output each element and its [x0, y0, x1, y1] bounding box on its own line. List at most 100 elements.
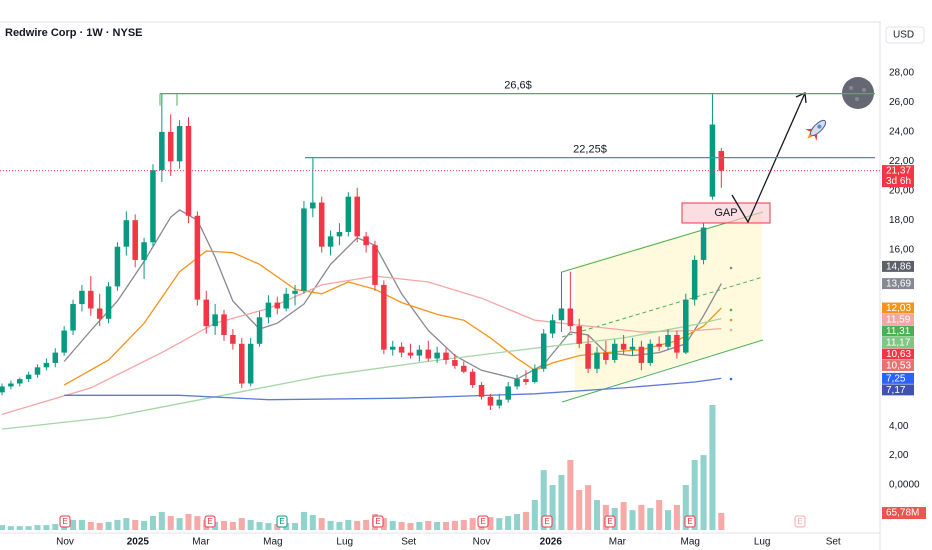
volume-bar — [345, 519, 352, 530]
candle-body — [709, 124, 716, 197]
candle-body — [265, 302, 272, 318]
candle-body — [514, 379, 520, 387]
candle-body — [443, 352, 449, 360]
y-tick-label: 22,00 — [889, 156, 914, 167]
volume-bar — [132, 519, 139, 530]
volume-bar — [78, 519, 85, 530]
candle-body — [718, 151, 725, 171]
earnings-label: E — [687, 517, 692, 526]
volume-bar — [460, 519, 467, 530]
candle-body — [283, 293, 289, 309]
candle-body — [407, 352, 414, 356]
volume-bar — [318, 518, 325, 530]
candle-body — [0, 386, 5, 393]
earnings-label: E — [480, 517, 485, 526]
price-tag — [882, 325, 914, 337]
volume-bar — [141, 520, 148, 530]
volume-bar — [434, 521, 441, 530]
volume-bar — [292, 523, 299, 530]
volume-bar — [682, 485, 689, 530]
volume-bar — [327, 520, 334, 530]
y-tick-label: 24,00 — [889, 127, 914, 138]
moving-average — [64, 377, 722, 401]
volume-bar — [185, 513, 192, 530]
candle-body — [96, 308, 103, 319]
volume-bar — [300, 511, 307, 530]
volume-bar — [256, 521, 263, 530]
price-tag — [882, 384, 914, 396]
axis-background — [881, 0, 932, 550]
overlays: GAP 26,6$ 22,25$ E E E E E E E E E — [0, 77, 880, 528]
candle-body — [461, 365, 467, 372]
dot — [729, 308, 733, 312]
volume-bar — [585, 485, 592, 530]
dot — [729, 328, 733, 332]
candle-body — [327, 236, 334, 247]
volume-bar — [265, 523, 272, 530]
volume-bar — [416, 521, 423, 530]
price-tag — [882, 360, 914, 372]
volume-bar — [43, 525, 50, 530]
volume-tag-label: 65,78M — [886, 508, 919, 519]
arrow-head — [795, 92, 807, 104]
candle-body — [221, 314, 227, 335]
x-tick-label: Mag — [681, 537, 700, 548]
volume-bar — [380, 518, 387, 530]
candle-body — [274, 302, 281, 309]
x-tick-label: 2025 — [127, 537, 150, 548]
y-tick-label: 0,0000 — [889, 480, 920, 491]
volume-bar — [425, 520, 432, 530]
candle-body — [611, 343, 618, 360]
volume-bar — [96, 523, 103, 530]
y-tick-label: 20,00 — [889, 185, 914, 196]
candles — [0, 93, 725, 410]
candle-body — [123, 220, 130, 247]
volume-bar — [576, 489, 583, 530]
volume-bar — [167, 516, 174, 530]
candle-body — [52, 352, 59, 363]
volume-bar — [247, 519, 254, 530]
volume-bar — [114, 519, 121, 530]
volume-bar — [540, 470, 547, 530]
x-tick-label: Mag — [263, 537, 282, 548]
x-tick-label: 2026 — [540, 537, 563, 548]
earnings-label: E — [62, 517, 67, 526]
rocket-window — [817, 124, 822, 129]
gap-label: GAP — [714, 207, 737, 219]
candle-body — [585, 343, 591, 369]
channel-line — [561, 339, 764, 403]
volume-bar — [522, 511, 529, 530]
volume-bar — [718, 513, 725, 530]
candle-body — [336, 231, 343, 237]
volume-bar — [665, 510, 672, 530]
price-tag — [882, 314, 914, 326]
volume-bar — [220, 520, 228, 530]
price-tag — [882, 302, 914, 314]
price-tag-label: 11,17 — [886, 338, 911, 349]
currency-box[interactable] — [885, 26, 925, 44]
earnings-marker — [204, 515, 216, 528]
candle-body — [256, 317, 263, 344]
candle-body — [176, 126, 183, 162]
candle-body — [17, 379, 23, 384]
candle-body — [620, 343, 627, 350]
volume-bar — [70, 519, 77, 530]
price-tag-sublabel: 3d 6h — [886, 176, 911, 187]
currency[interactable]: USD — [893, 30, 914, 41]
candle-body — [61, 330, 67, 353]
moving-average — [1, 275, 722, 416]
price-tag-label: 7,25 — [886, 374, 906, 385]
candle-body — [34, 367, 41, 375]
candle-body — [496, 399, 503, 406]
price-tag — [882, 278, 914, 290]
volume-bar — [309, 515, 316, 530]
x-tick-label: Lug — [754, 537, 771, 548]
earnings-label: E — [607, 517, 612, 526]
volume-bar — [567, 460, 574, 530]
candle-body — [79, 290, 85, 305]
volume-bar — [531, 500, 538, 530]
x-tick-label: Nov — [56, 537, 74, 548]
candle-body — [532, 368, 538, 383]
volume-bar — [7, 526, 14, 530]
